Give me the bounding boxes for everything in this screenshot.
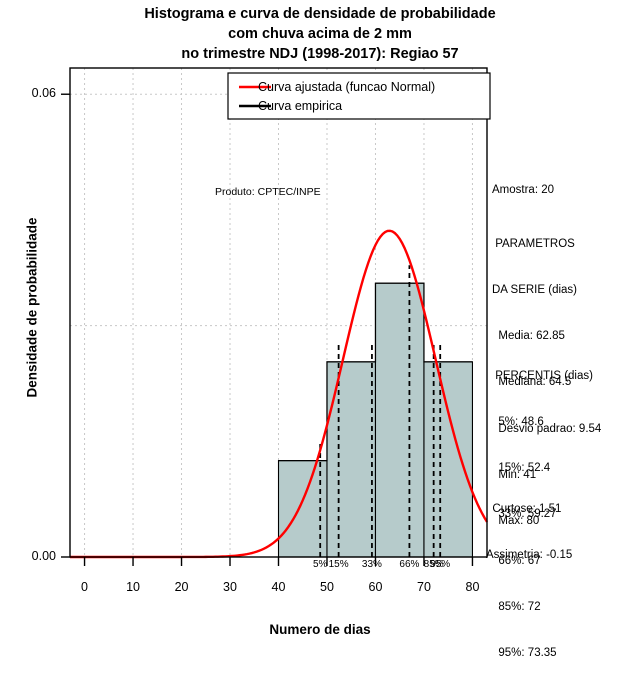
stats-parameters-block: PARAMETROS DA SERIE (dias) Media: 62.85 …: [492, 206, 601, 560]
x-tick-label-30: 30: [223, 580, 237, 594]
stats-curtose: Curtose: 1.51: [486, 502, 562, 515]
chart-title: Histograma e curva de densidade de proba…: [0, 4, 640, 64]
percentile-axis-label-66pct: 66%: [399, 559, 420, 570]
stats-mediana: Mediana: 64.5: [492, 376, 572, 389]
percentile-axis-label-33pct: 33%: [361, 559, 382, 570]
y-tick-label-0.06: 0.06: [31, 86, 56, 101]
histogram-bar: [277, 460, 328, 558]
grid-lines: [70, 68, 487, 558]
stats-assimetria: Assimetria: -0.15: [486, 549, 573, 562]
stats-percentile-33: 33%: 59.27: [492, 508, 557, 521]
percentile-axis-label-15pct: 15%: [328, 559, 349, 570]
legend-item-empirical-curve-label: Curva empirica: [258, 99, 343, 113]
legend-frame: [227, 72, 491, 120]
axis-frame: [61, 67, 488, 566]
x-tick-label-10: 10: [126, 580, 140, 594]
stats-max: Max: 80: [492, 515, 540, 528]
legend-box: [227, 72, 491, 120]
stats-percentile-5: 5%: 48.6: [492, 416, 544, 429]
percentile-axis-label-95pct: 95%: [430, 559, 451, 570]
percentile-axis-label-85pct: 85%: [423, 559, 444, 570]
stats-percentile-15: 15%: 52.4: [492, 462, 551, 475]
empirical-curve-line: [278, 282, 473, 462]
percentile-axis-label-5pct: 5%: [312, 559, 328, 570]
stats-sample-size: Amostra: 20: [492, 183, 554, 198]
x-tick-label-20: 20: [174, 580, 189, 594]
stats-parametros-header-1: PARAMETROS: [492, 237, 575, 250]
stats-amostra-text: Amostra: 20: [492, 184, 554, 196]
x-tick-label-70: 70: [417, 580, 431, 594]
stats-desvio-padrao: Desvio padrao: 9.54: [492, 422, 602, 435]
legend-item-fitted-curve-label: Curva ajustada (funcao Normal): [258, 80, 436, 94]
percentile-lines: [319, 265, 442, 557]
stats-shape-block: Curtose: 1.51 Assimetria: -0.15: [486, 471, 572, 594]
y-axis-title: Densidade de probabilidade: [24, 217, 40, 398]
x-tick-label-80: 80: [465, 580, 480, 594]
stats-parametros-header-2: DA SERIE (dias): [492, 284, 577, 297]
x-tick-label-60: 60: [368, 580, 383, 594]
stats-media: Media: 62.85: [492, 330, 565, 343]
stats-percentiles-block: PERCENTIS (dias) 5%: 48.6 15%: 52.4 33%:…: [492, 338, 593, 692]
plot-area: [61, 67, 491, 566]
stats-min: Min: 41: [492, 468, 537, 481]
stats-percentile-85: 85%: 72: [492, 600, 541, 613]
chart-title-line-1: Histograma e curva de densidade de proba…: [144, 6, 496, 22]
chart-title-line-3: no trimestre NDJ (1998-2017): Regiao 57: [181, 46, 459, 62]
chart-title-line-2: com chuva acima de 2 mm: [228, 26, 412, 42]
stats-percentis-header: PERCENTIS (dias): [492, 369, 593, 382]
x-tick-label-40: 40: [271, 580, 286, 594]
y-tick-label-0.00: 0.00: [31, 549, 56, 563]
chart-figure: Histograma e curva de densidade de proba…: [0, 4, 640, 659]
histogram-bar: [423, 361, 474, 558]
x-tick-label-50: 50: [320, 580, 334, 594]
stats-percentile-95: 95%: 73.35: [492, 647, 557, 660]
x-axis-title: Numero de dias: [269, 622, 371, 637]
x-tick-label-0: 0: [81, 580, 88, 594]
histogram-bar: [374, 282, 425, 558]
produto-annotation: Produto: CPTEC/INPE: [215, 186, 321, 198]
stats-percentile-66: 66%: 67: [492, 554, 541, 567]
